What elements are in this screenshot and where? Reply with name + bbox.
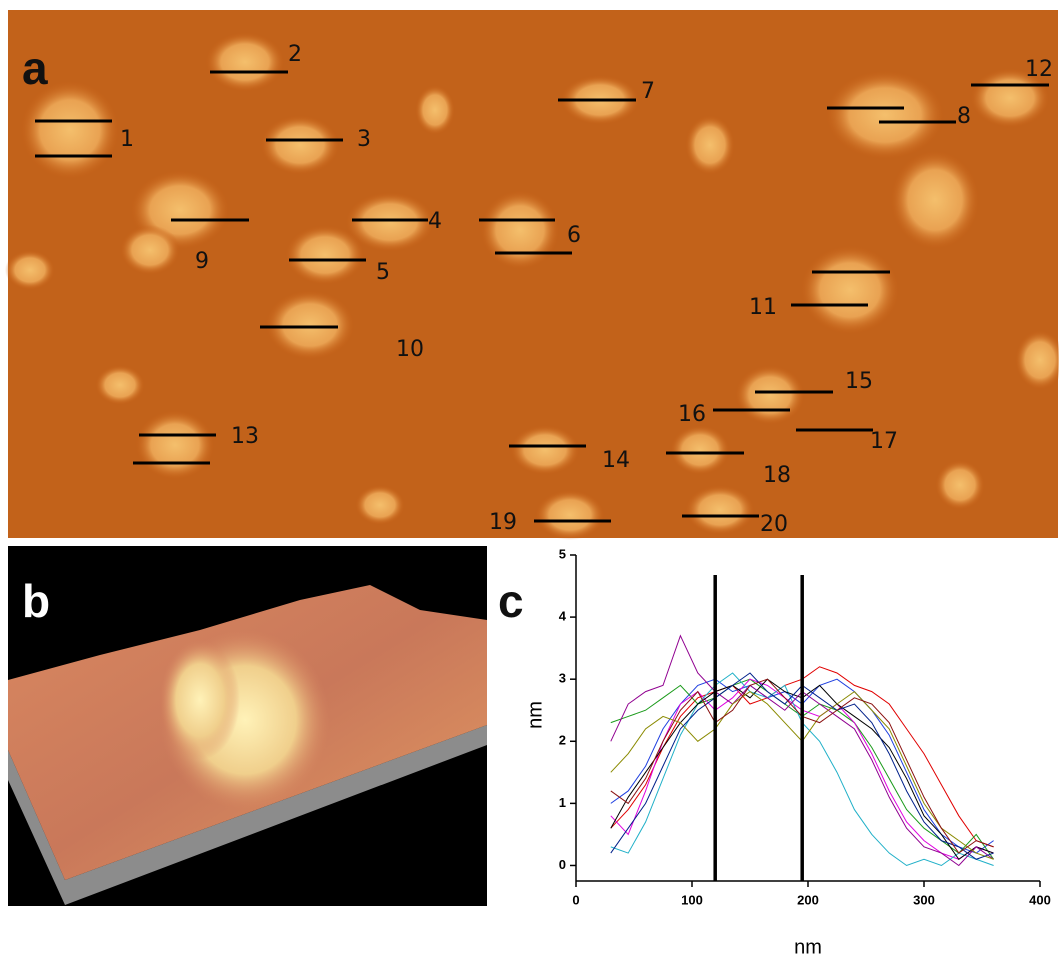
profile-labels: 1 2 3 4 5 6 7 8 9 10 11 12 13 14 15 16 1…	[120, 42, 1053, 537]
panel-label: c	[498, 575, 524, 627]
profile-label: 14	[602, 448, 630, 473]
profile-label: 13	[231, 424, 259, 449]
x-tick-label: 100	[681, 892, 703, 907]
profile-label: 2	[288, 42, 302, 67]
x-axis-label: nm	[794, 936, 822, 958]
y-tick-label: 2	[559, 733, 566, 748]
profile-label: 19	[489, 510, 517, 535]
surface-3d: b	[8, 546, 487, 906]
profile-label: 10	[396, 337, 424, 362]
y-tick-label: 3	[559, 671, 566, 686]
y-tick-label: 1	[559, 795, 566, 810]
x-tick-label: 300	[913, 892, 935, 907]
profile-label: 3	[357, 127, 371, 152]
profile-label: 4	[428, 209, 442, 234]
profile-label: 9	[195, 249, 209, 274]
y-tick-label: 4	[559, 609, 567, 624]
x-tick-label: 200	[797, 892, 819, 907]
x-tick-label: 0	[572, 892, 579, 907]
profile-label: 20	[760, 512, 788, 537]
profile-label: 7	[641, 79, 655, 104]
y-tick-label: 0	[559, 857, 566, 872]
panel-label: a	[22, 42, 48, 94]
profile-label: 16	[678, 402, 706, 427]
profile-label: 12	[1025, 57, 1053, 82]
profile-label: 15	[845, 369, 873, 394]
y-axis-label: nm	[524, 701, 546, 729]
profile-label: 1	[120, 127, 134, 152]
profile-label: 18	[763, 463, 791, 488]
profile-chart: 0 1 2 3 4 5 0 100 200 300 400 nm nm	[524, 546, 1051, 958]
profile-label: 6	[567, 223, 581, 248]
panel-label: b	[22, 575, 50, 627]
profile-lines	[35, 70, 1049, 523]
x-tick-label: 400	[1029, 892, 1051, 907]
profile-label: 8	[957, 104, 971, 129]
profile-label: 17	[870, 429, 898, 454]
profile-label: 11	[749, 295, 777, 320]
y-tick-label: 5	[559, 546, 566, 561]
afm-image: 1 2 3 4 5 6 7 8 9 10 11 12 13 14 15 16 1…	[5, 10, 1059, 540]
profile-label: 5	[376, 260, 390, 285]
